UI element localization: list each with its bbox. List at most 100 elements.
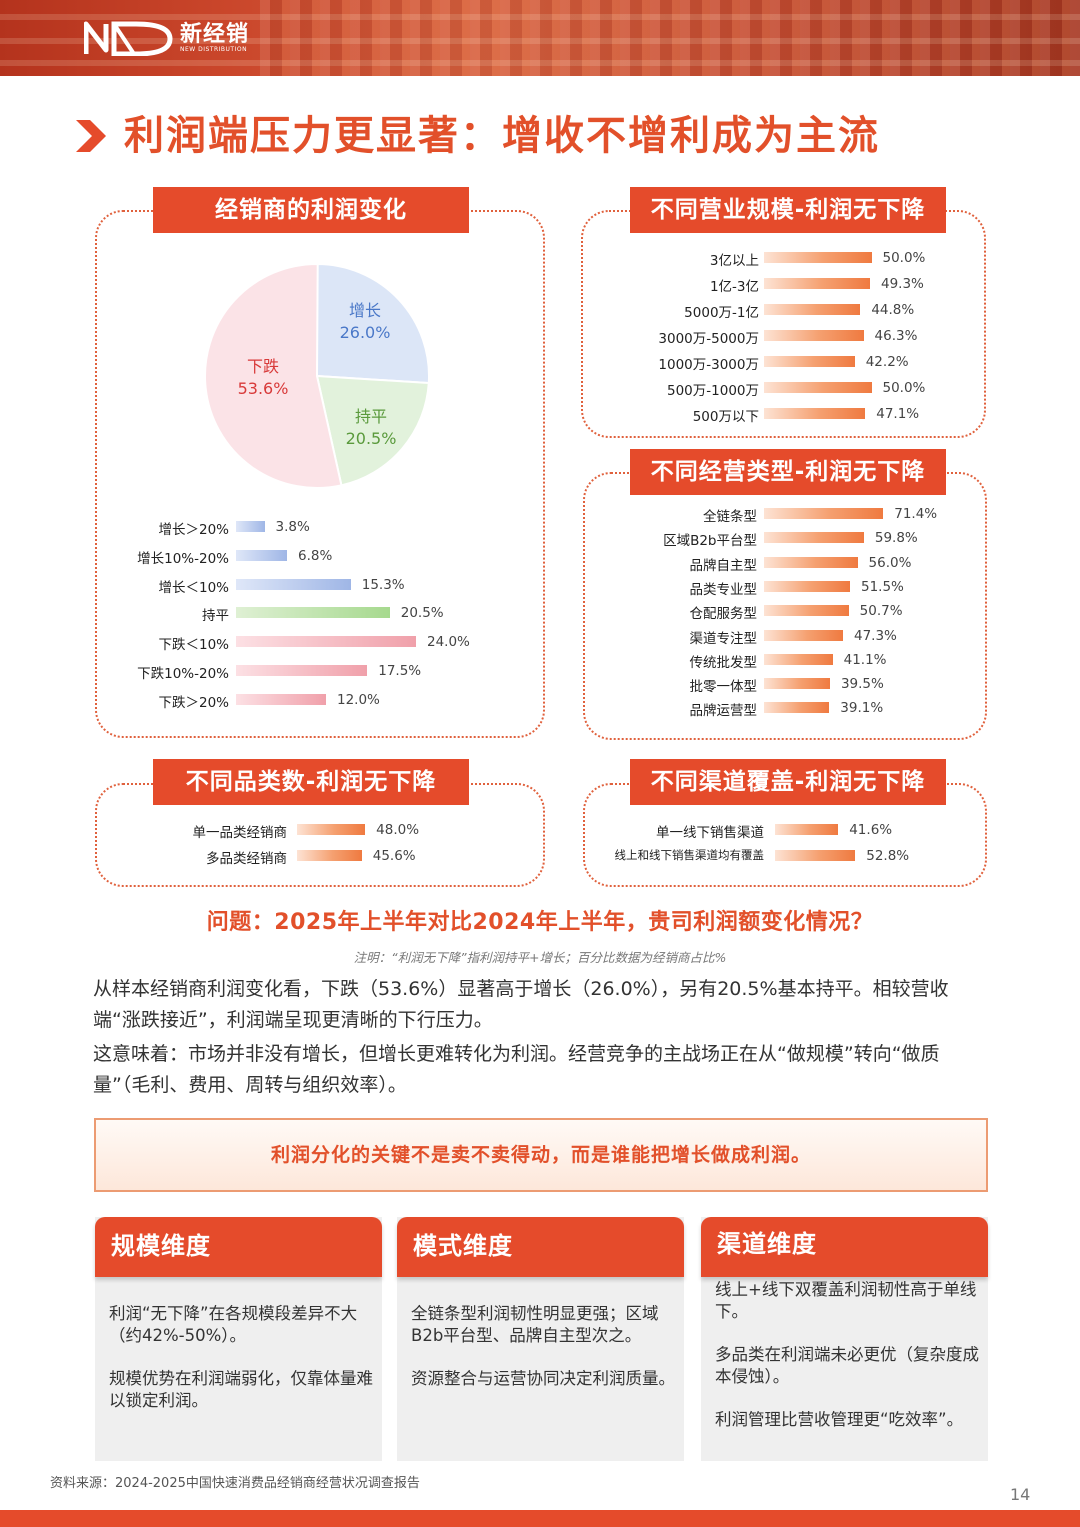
data-source: 资料来源：2024-2025中国快速消费品经销商经营状况调查报告 <box>50 1476 420 1491</box>
chevron-right-icon <box>76 120 106 152</box>
bar <box>764 252 872 263</box>
bar <box>236 549 287 561</box>
pie-slice <box>315 374 430 487</box>
pie-slice-label: 增长 <box>349 301 381 320</box>
bar-row: 多品类经销商 45.6% <box>0 847 1080 867</box>
bar-row: 下跌＞20% 12.0% <box>0 691 1080 711</box>
bar <box>764 356 855 367</box>
card-title: 渠道维度 <box>701 1217 988 1277</box>
bar <box>764 382 872 393</box>
bar-label: 品牌运营型 <box>689 703 758 720</box>
bar-label: 下跌10%-20% <box>137 666 229 682</box>
bar-value: 59.8% <box>874 530 918 547</box>
bar <box>764 330 864 341</box>
bar <box>775 850 856 861</box>
pie-slice-value: 26.0% <box>340 323 391 342</box>
header-banner: 新经销 NEW DISTRIBUTION <box>0 0 1080 76</box>
bar <box>764 702 830 714</box>
bar-value: 56.0% <box>868 554 912 571</box>
bar-value: 20.5% <box>400 605 444 622</box>
bar-row: 500万-1000万 50.0% <box>0 379 1080 399</box>
bar-label: 5000万-1亿 <box>684 305 759 321</box>
bar-label: 增长＜10% <box>158 579 229 596</box>
bar <box>297 850 362 861</box>
bar-label: 下跌＞20% <box>158 694 229 711</box>
bar-label: 品类专业型 <box>689 581 758 598</box>
bar-row: 持平 20.5% <box>0 604 1080 624</box>
bar-value: 44.8% <box>871 302 915 318</box>
bar <box>236 665 368 676</box>
bar-label: 传统批发型 <box>689 654 758 671</box>
bar <box>764 629 843 641</box>
bar-value: 39.5% <box>840 676 884 693</box>
bar-value: 41.6% <box>849 822 893 838</box>
bar-row: 品牌运营型 39.1% <box>0 699 1080 720</box>
bar-label: 区域B2b平台型 <box>663 533 757 550</box>
logo-text-cn: 新经销 <box>180 21 250 47</box>
scale-label: 不同营业规模-利润无下降 <box>630 187 946 233</box>
bar-row: 500万以下 47.1% <box>0 405 1080 425</box>
card-point: 利润“无下降”在各规模段差异不大（约42%-50%）。 <box>109 1304 358 1345</box>
bar-value: 15.3% <box>361 576 405 593</box>
bar-value: 71.4% <box>894 506 938 522</box>
bar <box>764 678 830 690</box>
bar-row: 品牌自主型 56.0% <box>0 554 1080 574</box>
analysis-paragraph-1: 从样本经销商利润变化看，下跌（53.6%）显著高于增长（26.0%），另有20.… <box>93 978 949 1031</box>
card-title: 模式维度 <box>397 1217 684 1277</box>
bar-value: 45.6% <box>372 848 416 864</box>
business-type-label: 不同经营类型-利润无下降 <box>630 449 946 495</box>
bar-value: 51.5% <box>861 578 904 595</box>
bar <box>764 408 866 419</box>
bar-row: 1亿-3亿 49.3% <box>0 275 1080 295</box>
pie-slice <box>316 262 430 385</box>
bar-value: 46.3% <box>874 328 918 344</box>
bar-row: 单一品类经销商 48.0% <box>0 821 1080 841</box>
bar-value: 6.8% <box>298 547 333 564</box>
bar-value: 50.7% <box>859 603 903 620</box>
bar <box>764 605 849 617</box>
bar-row: 5000万-1亿 44.8% <box>0 301 1080 321</box>
card-point: 全链条型利润韧性明显更强；区域B2b平台型、品牌自主型次之。 <box>411 1304 659 1345</box>
bar-value: 47.1% <box>876 406 920 422</box>
bar-label: 500万-1000万 <box>667 383 759 399</box>
bar <box>236 578 351 590</box>
bar-row: 仓配服务型 50.7% <box>0 602 1080 623</box>
channel-label: 不同渠道覆盖-利润无下降 <box>630 759 946 805</box>
category-label: 不同品类数-利润无下降 <box>153 759 469 805</box>
bar-row: 3亿以上 50.0% <box>0 249 1080 269</box>
bar-value: 50.0% <box>882 380 926 396</box>
card-point: 资源整合与运营协同决定利润质量。 <box>411 1369 675 1388</box>
bar-label: 渠道专注型 <box>689 630 758 647</box>
card-channel: 渠道维度 线上+线下双覆盖利润韧性高于单线下。 多品类在利润端未必更优（复杂度成… <box>701 1217 988 1461</box>
bar <box>764 580 850 592</box>
bar-value: 47.3% <box>853 627 897 644</box>
bar-label: 全链条型 <box>703 509 757 525</box>
bar-label: 线上和线下销售渠道均有覆盖 <box>614 848 765 862</box>
logo-text-en: NEW DISTRIBUTION <box>180 45 248 53</box>
bar <box>764 532 864 544</box>
bar-label: 品牌自主型 <box>689 557 758 574</box>
key-insight-callout: 利润分化的关键不是卖不卖得动，而是谁能把增长做成利润。 <box>94 1118 988 1192</box>
bar <box>764 304 861 315</box>
bar-value: 52.8% <box>866 848 910 864</box>
bar-row: 批零一体型 39.5% <box>0 675 1080 695</box>
page-number: 14 <box>1010 1485 1031 1504</box>
bar-row: 下跌10%-20% 17.5% <box>0 662 1080 682</box>
bar <box>775 824 839 835</box>
bar-row: 下跌＜10% 24.0% <box>0 633 1080 654</box>
bar-value: 12.0% <box>337 691 380 708</box>
bar-value: 24.0% <box>427 634 470 651</box>
pie-slice <box>204 263 343 489</box>
bar-label: 500万以下 <box>692 409 759 425</box>
bar-label: 仓配服务型 <box>689 606 758 623</box>
profit-pie-chart: 增长 26.0% 持平 20.5% 下跌 53.6% <box>204 262 430 489</box>
bar-label: 下跌＜10% <box>158 637 229 654</box>
card-point: 多品类在利润端未必更优（复杂度成本侵蚀）。 <box>715 1345 979 1386</box>
page-title-block: 利润端压力更显著：增收不增利成为主流 <box>72 112 880 160</box>
bar-row: 渠道专注型 47.3% <box>0 627 1080 647</box>
bar-row: 线上和线下销售渠道均有覆盖 52.8% <box>0 847 1080 865</box>
pie-slice-value: 53.6% <box>238 379 289 398</box>
bar <box>764 508 884 519</box>
bar-row: 全链条型 71.4% <box>0 505 1080 525</box>
bar-value: 49.3% <box>880 276 924 292</box>
